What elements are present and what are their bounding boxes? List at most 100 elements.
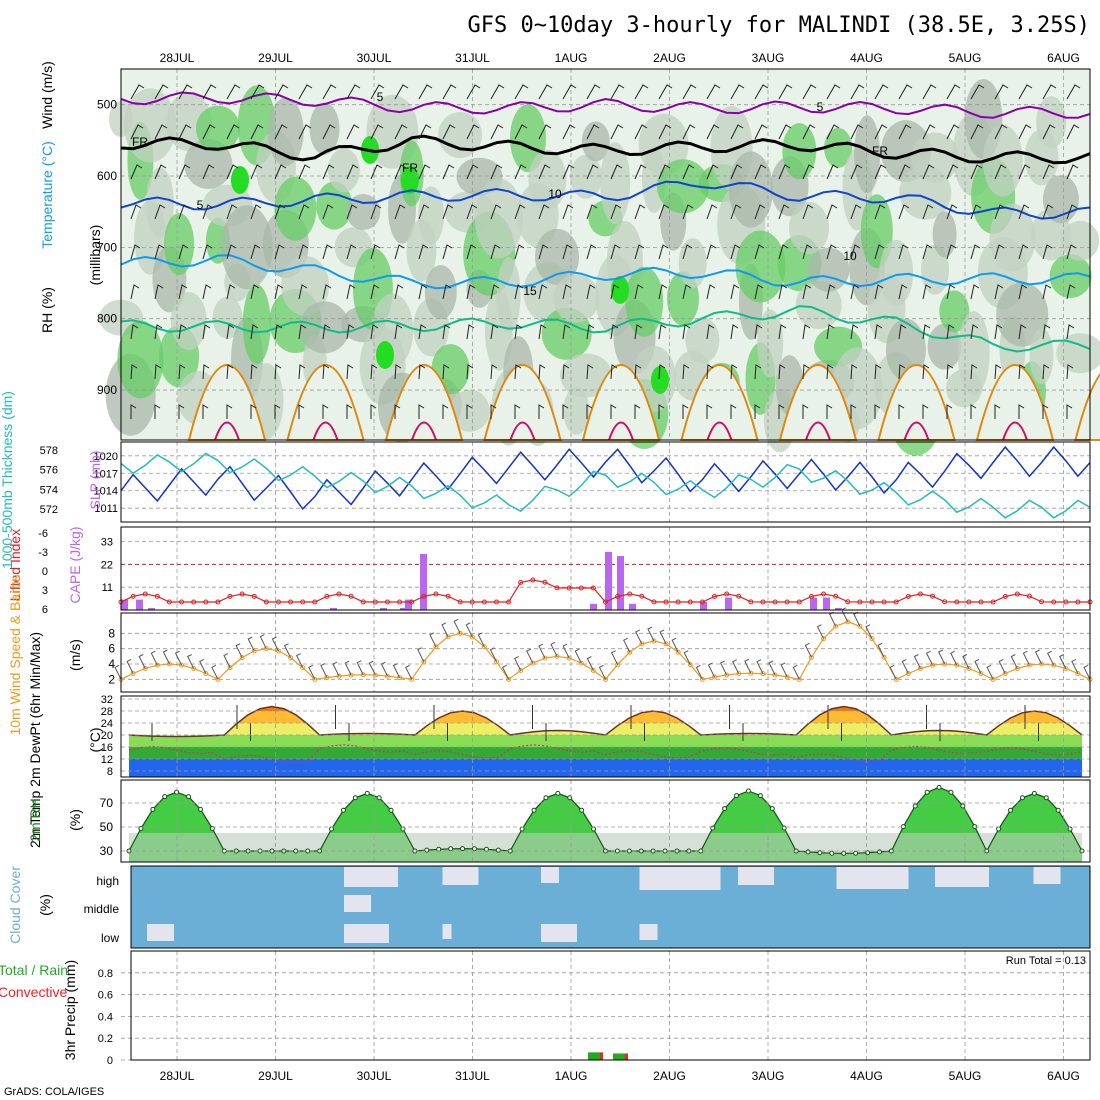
- wind-barb: [370, 244, 381, 260]
- wind-speed-point: [360, 672, 366, 678]
- cape-bar: [420, 553, 427, 610]
- rh-point: [745, 788, 751, 794]
- wind-barb: [898, 204, 910, 220]
- legend-rh: RH (%): [39, 287, 55, 333]
- wind-barb: [778, 284, 788, 300]
- lifted-point: [288, 599, 294, 605]
- wind-speed-point: [191, 665, 197, 671]
- wind-barb: [538, 284, 548, 300]
- rh-tick-label: 50: [100, 820, 114, 834]
- wind-barb: [370, 204, 382, 220]
- lifted-point: [748, 599, 754, 605]
- lifted-tick-label: 0: [42, 566, 48, 578]
- lifted-point: [203, 599, 209, 605]
- isotherm-label: 5: [197, 198, 204, 212]
- rh-blob: [996, 282, 1049, 347]
- surface-wind-barb: [768, 660, 776, 676]
- wind-barb: [298, 404, 305, 419]
- wind-speed-point: [845, 619, 851, 625]
- rh-blob: [117, 320, 164, 399]
- thickness-tick-label: 574: [40, 484, 58, 496]
- wind-speed-point: [481, 644, 487, 650]
- wind-barb: [1018, 124, 1032, 140]
- wind-barb: [1042, 364, 1050, 380]
- lifted-point: [687, 599, 693, 605]
- wind-barb: [298, 204, 310, 220]
- wind-barb: [490, 404, 497, 419]
- temp-25-contour: [903, 421, 930, 441]
- wind-speed-point: [397, 675, 403, 681]
- date-label-bottom: 30JUL: [357, 1069, 392, 1083]
- wind-barb: [1066, 204, 1078, 220]
- date-label-top: 1AUG: [555, 51, 588, 65]
- surface-wind-barb: [756, 659, 764, 674]
- surface-wind-barb: [526, 648, 534, 664]
- legend-wind: Wind (m/s): [39, 61, 55, 129]
- surface-wind-barb: [719, 660, 728, 676]
- wind-barb: [850, 124, 864, 140]
- lifted-point: [615, 593, 621, 599]
- wind-speed-point: [942, 661, 948, 667]
- rh-blob: [145, 167, 174, 238]
- precip-convective-bar: [600, 1052, 603, 1060]
- wind-speed-point: [384, 673, 390, 679]
- surface-wind-barb: [138, 654, 146, 669]
- surface-wind-barb: [635, 629, 643, 645]
- wind-barb: [946, 284, 956, 300]
- wind-barb: [562, 364, 570, 380]
- wind-speed-point: [348, 672, 354, 678]
- wind-barb: [946, 204, 958, 220]
- date-label-bottom: 5AUG: [949, 1069, 982, 1083]
- wind-speed-point: [239, 655, 245, 661]
- wind-speed-point: [1039, 661, 1045, 667]
- wind-barb: [202, 164, 215, 180]
- wind-barb: [1018, 284, 1028, 300]
- wind-barb: [466, 244, 477, 260]
- wind-barb: [994, 124, 1008, 140]
- rh-blob: [1061, 220, 1100, 261]
- slp-tick-label: 1014: [94, 486, 118, 498]
- wind-barb: [658, 364, 666, 380]
- wind-barb: [730, 404, 737, 419]
- rh-point: [996, 826, 1002, 832]
- wind-barb: [178, 84, 193, 100]
- wind-barb: [418, 124, 432, 140]
- rh-blob: [581, 121, 610, 162]
- wind-barb: [178, 244, 189, 260]
- wind-barb: [274, 204, 286, 220]
- wind-barb: [658, 84, 673, 100]
- wind-barb: [1042, 284, 1052, 300]
- surface-wind-barb: [574, 648, 582, 664]
- wind-speed-point: [518, 668, 524, 674]
- temp-25-contour: [214, 421, 240, 441]
- rh-blob: [267, 97, 304, 166]
- wind-barb: [178, 284, 188, 300]
- wind-barb: [562, 284, 572, 300]
- surface-wind-barb: [671, 637, 679, 653]
- wind-barb: [850, 364, 858, 380]
- dewpoint-2m-line: [128, 744, 1083, 764]
- rh-blob: [281, 255, 330, 316]
- wind-barb: [922, 284, 932, 300]
- wind-barb: [538, 164, 551, 180]
- wind-speed-point: [627, 649, 633, 655]
- wind-barb: [802, 164, 815, 180]
- wind-barb: [610, 124, 624, 140]
- wind-speed-point: [469, 634, 475, 640]
- lifted-point: [542, 579, 548, 585]
- wind-barb: [994, 404, 1001, 419]
- rh-point: [186, 794, 192, 800]
- isotherm-label: 15: [523, 284, 537, 298]
- precip-ylabel: 3hr Precip (mm): [62, 960, 78, 1060]
- wind-barb: [1042, 404, 1049, 419]
- lifted-point: [966, 599, 972, 605]
- wind-barb: [754, 364, 762, 380]
- wind-speed-point: [869, 636, 875, 642]
- wind-speed-point: [590, 668, 596, 674]
- wind-speed-point: [675, 649, 681, 655]
- wind-barb: [394, 404, 401, 419]
- wind-barb: [154, 124, 168, 140]
- lifted-point: [978, 599, 984, 605]
- rh-blob: [1029, 328, 1054, 385]
- lifted-point: [348, 593, 354, 599]
